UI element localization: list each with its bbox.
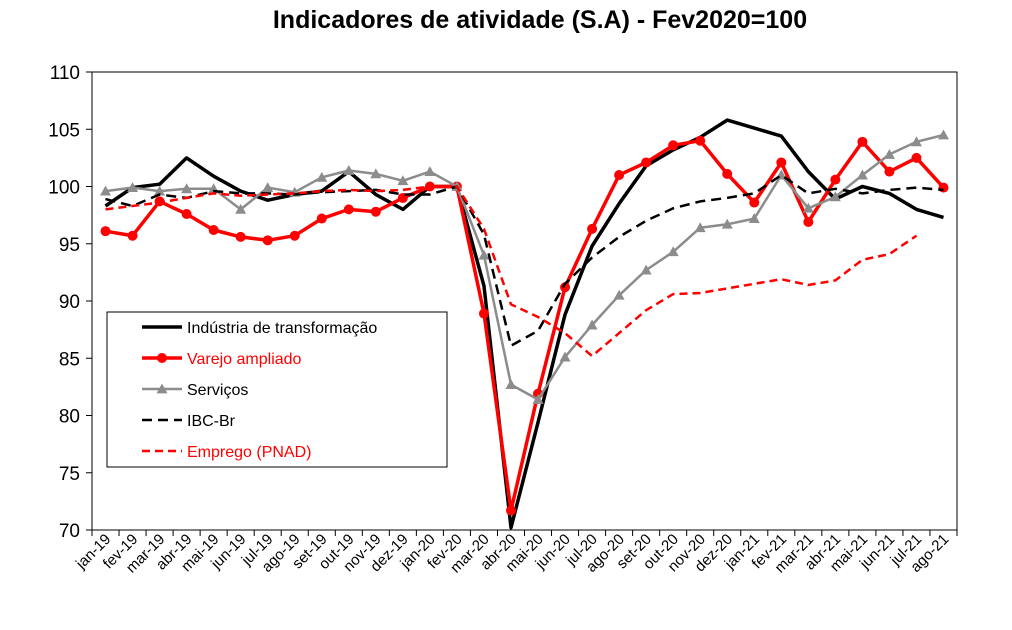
y-tick-label: 85 — [59, 349, 80, 370]
data-point — [343, 204, 354, 215]
data-point — [181, 208, 192, 219]
data-point — [559, 351, 571, 362]
data-point — [911, 152, 922, 163]
data-point — [181, 183, 193, 194]
data-point — [370, 168, 382, 179]
data-point — [856, 169, 868, 180]
data-point — [370, 206, 381, 217]
data-point — [803, 216, 814, 227]
data-point — [640, 264, 652, 275]
y-axis-ticks: 70 75 80 85 90 95 100 105 110 — [48, 63, 92, 542]
data-point — [316, 171, 328, 182]
series-line — [105, 173, 944, 347]
data-point — [235, 231, 246, 242]
data-point — [154, 185, 166, 196]
data-point — [505, 379, 517, 389]
series-group — [100, 118, 949, 530]
y-tick-label: 80 — [59, 407, 80, 428]
data-point — [694, 222, 706, 233]
legend: Indústria de transformação Varejo ampliad… — [106, 311, 448, 468]
data-point — [587, 223, 598, 234]
data-point — [478, 249, 490, 260]
y-tick-label: 90 — [59, 292, 80, 313]
series-line — [105, 133, 944, 401]
y-tick-label: 95 — [59, 235, 80, 256]
data-point — [937, 129, 949, 140]
legend-label: Emprego (PNAD) — [187, 444, 311, 461]
data-point — [397, 175, 409, 186]
legend-label: Indústria de transformação — [187, 320, 377, 337]
x-axis-ticks: jan-19fev-19mar-19abr-19mai-19jun-19jul-… — [72, 530, 958, 576]
data-point — [100, 185, 112, 196]
data-point — [614, 170, 625, 181]
y-tick-label: 100 — [48, 178, 80, 199]
data-point — [478, 308, 489, 319]
data-point — [343, 164, 355, 175]
data-point — [721, 218, 733, 229]
y-tick-label: 110 — [50, 63, 80, 84]
data-point — [749, 197, 760, 208]
data-point — [938, 182, 949, 193]
data-point — [127, 182, 139, 193]
data-point — [722, 168, 733, 179]
data-point — [100, 226, 111, 237]
data-point — [560, 282, 571, 293]
y-tick-label: 105 — [48, 120, 80, 141]
legend-label: IBC-Br — [187, 413, 236, 430]
data-point — [857, 136, 868, 147]
data-point — [424, 166, 436, 177]
data-point — [668, 140, 679, 151]
y-tick-label: 75 — [59, 464, 80, 485]
series-4 — [105, 185, 918, 358]
data-point — [532, 393, 544, 404]
legend-label: Varejo ampliado — [187, 351, 302, 368]
data-point — [262, 182, 274, 193]
data-point — [802, 202, 814, 213]
data-point — [884, 166, 895, 177]
data-point — [586, 319, 598, 330]
legend-marker — [156, 383, 168, 394]
data-point — [235, 203, 247, 214]
data-point — [776, 157, 787, 168]
y-tick-label: 70 — [59, 521, 80, 542]
data-point — [829, 191, 841, 202]
data-point — [289, 230, 300, 241]
chart-title: Indicadores de atividade (S.A) - Fev2020… — [272, 6, 808, 34]
series-line — [105, 185, 918, 358]
data-point — [667, 246, 679, 257]
data-point — [883, 148, 895, 159]
data-point — [505, 505, 516, 516]
data-point — [208, 225, 219, 236]
series-2 — [100, 129, 949, 404]
data-point — [910, 136, 922, 147]
data-point — [262, 235, 273, 246]
data-point — [830, 174, 841, 185]
data-point — [748, 213, 760, 223]
legend-marker — [157, 353, 167, 363]
series-3 — [105, 173, 944, 347]
data-point — [613, 289, 625, 300]
data-point — [127, 230, 138, 241]
data-point — [316, 213, 327, 224]
data-point — [695, 135, 706, 146]
data-point — [641, 157, 652, 168]
legend-label: Serviços — [187, 382, 248, 399]
